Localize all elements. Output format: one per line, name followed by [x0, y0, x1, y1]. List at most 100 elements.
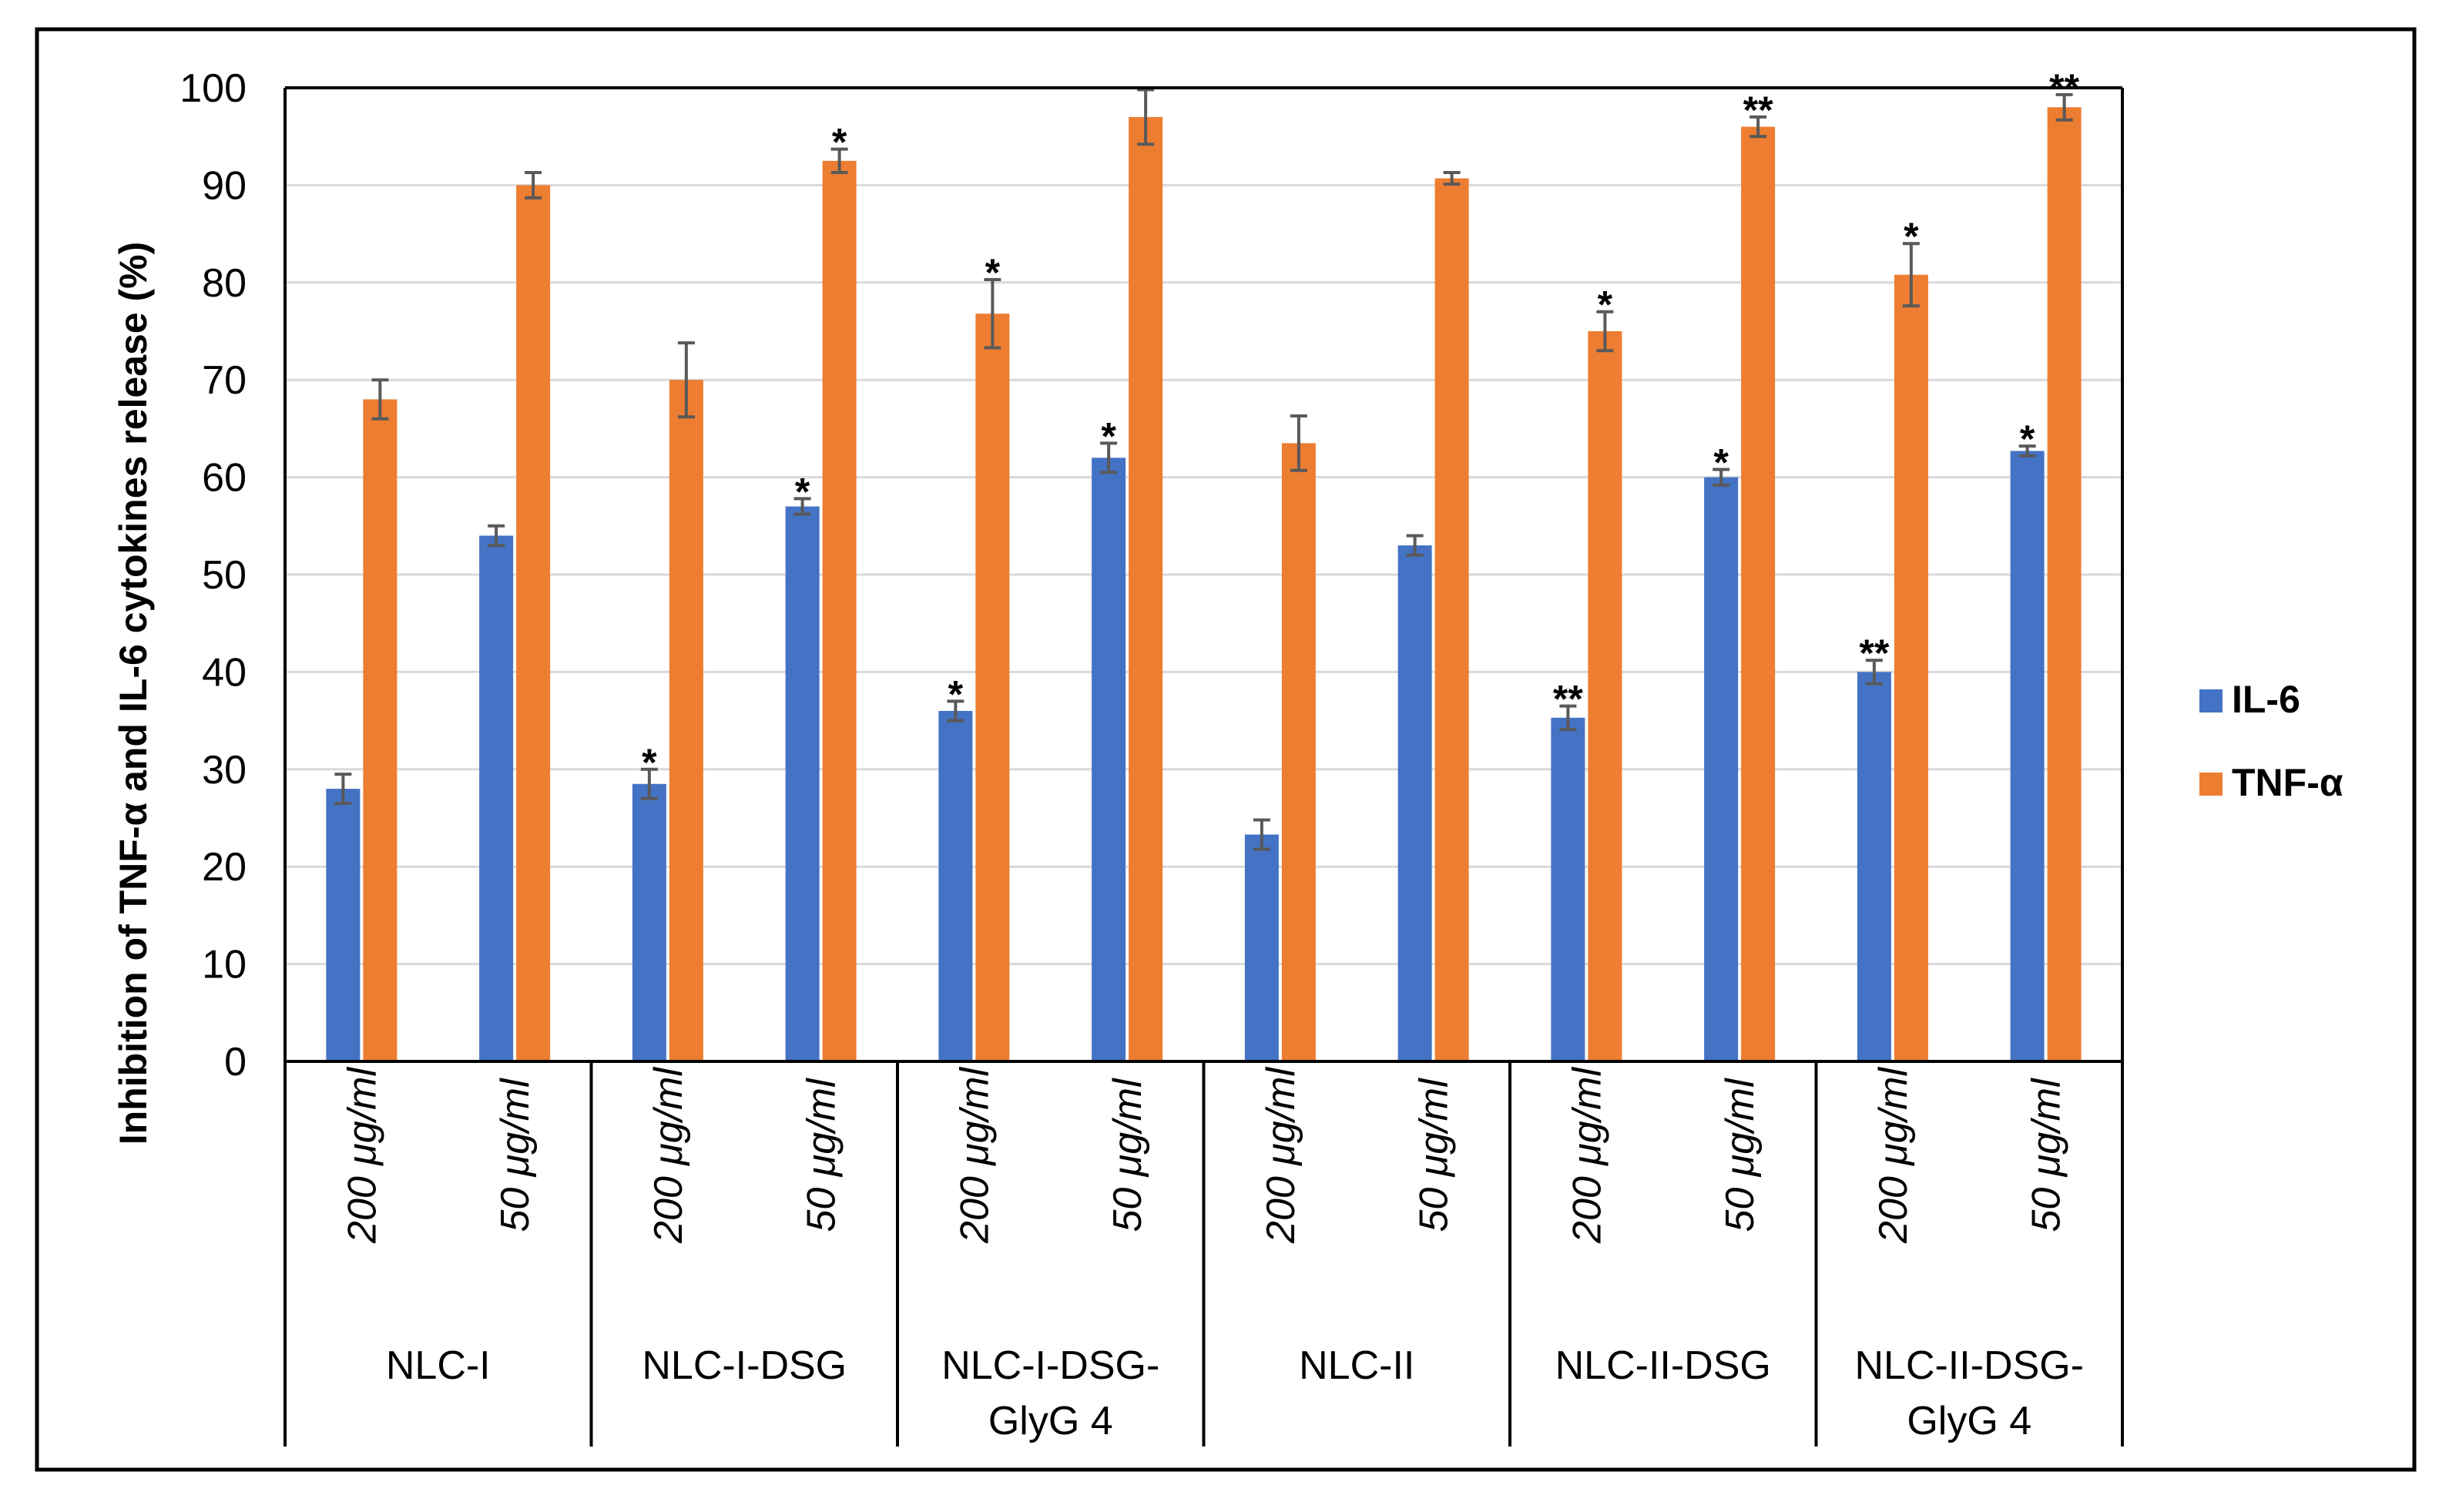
x-category-label: 200 μg/ml	[1565, 1067, 1609, 1244]
error-bar	[1253, 818, 1270, 851]
y-tick-label: 60	[202, 456, 247, 501]
tnf-bar	[1741, 126, 1776, 1061]
tnf-bar	[1434, 178, 1469, 1061]
x-group-label: NLC-I-DSG	[642, 1343, 847, 1388]
significance-marker: *	[1101, 414, 1116, 458]
y-tick-label: 100	[179, 66, 247, 111]
y-tick-label: 0	[224, 1040, 247, 1085]
error-bar	[1713, 468, 1730, 487]
y-tick-label: 70	[202, 358, 247, 403]
error-bar	[830, 147, 848, 174]
il6-bar	[1551, 717, 1585, 1061]
error-bar	[984, 278, 1001, 350]
y-tick-label: 80	[202, 261, 247, 306]
significance-marker: **	[1859, 632, 1889, 675]
error-bar	[1559, 704, 1577, 731]
y-tick-label: 50	[202, 553, 247, 598]
x-group-label: NLC-I-DSG-	[941, 1343, 1159, 1388]
x-category-label: 50 μg/ml	[1412, 1078, 1457, 1232]
il6-bar	[1244, 834, 1279, 1061]
il6-bar	[479, 535, 514, 1061]
x-group-label: GlyG 4	[988, 1399, 1113, 1443]
x-group-label: NLC-II	[1299, 1343, 1414, 1388]
bars	[326, 107, 2082, 1061]
error-bar	[488, 524, 505, 548]
tnf-legend-swatch	[2199, 773, 2223, 796]
x-category-label: 50 μg/ml	[1105, 1078, 1150, 1232]
axis-labels: 0 10 20 30 40 50 60 70 80 90 100 200 μg/ml 50 μg/ml 2…	[179, 66, 2084, 1443]
tnf-legend-label: TNF-α	[2232, 761, 2343, 804]
x-category-label: 200 μg/ml	[646, 1067, 691, 1244]
y-tick-label: 20	[202, 845, 247, 890]
error-bar	[1290, 414, 1307, 472]
significance-marker: *	[1598, 283, 1613, 327]
significance-marker: *	[948, 672, 964, 716]
error-bar	[1443, 170, 1461, 186]
il6-legend-swatch	[2199, 689, 2223, 712]
tnf-bar	[669, 380, 703, 1061]
significance-marker: *	[642, 741, 657, 784]
x-group-label: NLC-I	[386, 1343, 491, 1388]
x-category-label: 200 μg/ml	[1259, 1067, 1303, 1244]
error-bar	[334, 773, 352, 806]
il6-bar	[632, 783, 666, 1061]
tnf-bar	[1281, 443, 1316, 1061]
error-bar	[2018, 444, 2036, 458]
x-category-label: 50 μg/ml	[800, 1078, 844, 1232]
il6-bar	[1397, 545, 1432, 1061]
il6-bar	[326, 789, 361, 1061]
tnf-bar	[2047, 107, 2082, 1061]
y-tick-label: 10	[202, 943, 247, 987]
il6-bar	[1857, 672, 1891, 1061]
significance-marker: *	[1904, 215, 1919, 258]
error-bar	[947, 699, 965, 722]
y-tick-label: 90	[202, 163, 247, 208]
error-bar	[525, 170, 542, 199]
significance-marker: *	[1713, 441, 1729, 484]
il6-bar	[785, 506, 820, 1061]
x-category-label: 50 μg/ml	[1718, 1078, 1763, 1232]
tnf-bar	[1588, 331, 1622, 1061]
error-bar	[371, 378, 389, 421]
error-bar	[1100, 441, 1118, 474]
x-group-label: NLC-II-DSG-	[1854, 1343, 2084, 1388]
x-category-label: 200 μg/ml	[1871, 1067, 1916, 1244]
x-group-label: NLC-II-DSG	[1555, 1343, 1771, 1388]
legend: IL-6 TNF-α	[2199, 678, 2343, 804]
il6-bar	[2010, 451, 2045, 1061]
significance-marker: *	[832, 121, 847, 164]
x-category-label: 50 μg/ml	[2025, 1078, 2069, 1232]
error-bar	[1406, 534, 1424, 557]
il6-bar	[1092, 458, 1126, 1061]
y-tick-label: 40	[202, 650, 247, 695]
x-category-label: 200 μg/ml	[340, 1067, 384, 1244]
il6-bar	[1704, 477, 1739, 1061]
axes	[283, 86, 2124, 1447]
significance-marker: *	[985, 251, 1001, 294]
tnf-bar	[1894, 274, 1928, 1061]
x-group-label: GlyG 4	[1907, 1399, 2031, 1443]
error-bar	[1596, 310, 1614, 353]
significance-marker: **	[1743, 89, 1773, 132]
error-bar	[793, 497, 811, 516]
error-bar	[677, 341, 695, 419]
significance-marker: *	[795, 470, 810, 513]
tnf-bar	[1129, 116, 1163, 1061]
significance-marker: *	[2020, 417, 2035, 461]
error-bar	[640, 767, 658, 800]
x-category-label: 50 μg/ml	[493, 1078, 538, 1232]
significance-marker: **	[1553, 678, 1583, 721]
tnf-bar	[363, 399, 398, 1061]
il6-bar	[938, 710, 973, 1061]
error-bar	[2055, 92, 2073, 122]
tnf-bar	[975, 313, 1010, 1061]
error-bar	[1137, 88, 1155, 146]
tnf-bar	[516, 185, 551, 1061]
tnf-bar	[822, 160, 857, 1061]
error-bars	[334, 88, 2073, 851]
error-bar	[1902, 242, 1920, 308]
error-bar	[1865, 659, 1883, 686]
x-category-label: 200 μg/ml	[952, 1067, 997, 1244]
